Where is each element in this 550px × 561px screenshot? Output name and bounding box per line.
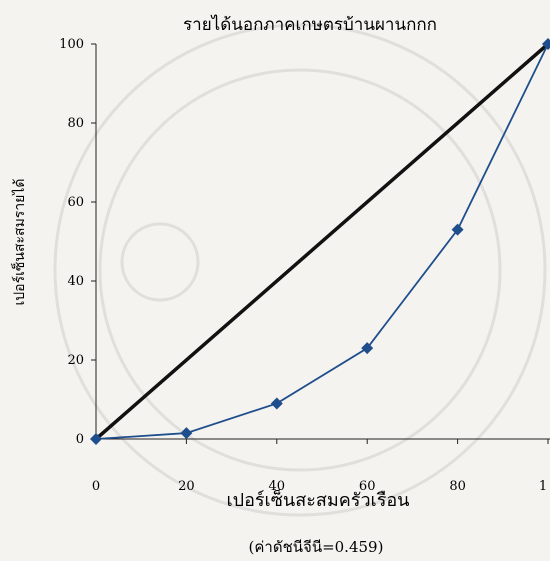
lorenz-point — [361, 342, 374, 355]
y-tick-label: 100 — [59, 37, 84, 52]
x-tick-label: 20 — [178, 479, 195, 494]
equality-line — [94, 42, 550, 441]
y-tick-label: 40 — [67, 274, 84, 289]
y-axis-ticks: 0 20 40 60 80 100 — [59, 37, 96, 447]
series-layer — [90, 38, 550, 445]
chart-title: รายได้นอกภาคเกษตรบ้านผานกกก — [183, 14, 437, 35]
lorenz-point — [180, 427, 193, 440]
x-tick-label: 60 — [359, 479, 376, 494]
lorenz-point — [542, 38, 550, 50]
y-tick-label: 0 — [76, 432, 84, 447]
lorenz-curve-line — [95, 43, 549, 440]
lorenz-point — [270, 397, 283, 410]
x-axis-label: เปอร์เซ็นสะสมครัวเรือน — [227, 488, 410, 511]
x-tick-label: 1 — [539, 479, 547, 494]
y-tick-label: 60 — [67, 195, 84, 210]
gini-note: (ค่าดัชนีจีนี=0.459) — [249, 538, 384, 556]
watermark — [53, 23, 547, 517]
x-tick-label: 0 — [92, 479, 100, 494]
lorenz-point — [451, 223, 464, 236]
lorenz-point — [90, 433, 102, 445]
y-tick-label: 20 — [67, 353, 84, 368]
x-tick-label: 40 — [269, 479, 286, 494]
y-axis-label: เปอร์เซ็นสะสมรายได้ — [10, 178, 28, 305]
x-axis-ticks: 0 20 40 60 80 1 — [92, 439, 549, 494]
x-tick-label: 80 — [449, 479, 466, 494]
y-tick-label: 80 — [67, 116, 84, 131]
